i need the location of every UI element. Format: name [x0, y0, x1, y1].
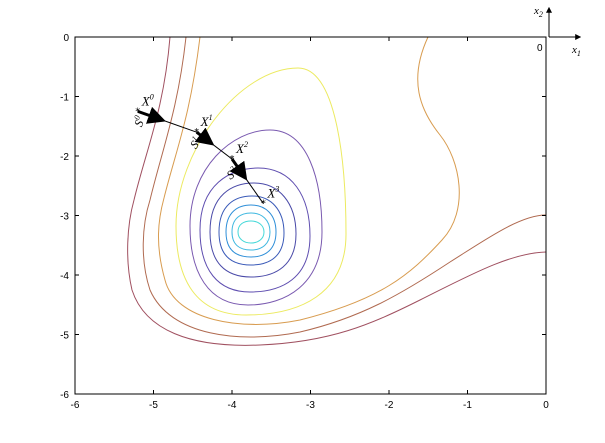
contour-lines: [127, 36, 547, 346]
x-tick-label: -4: [228, 400, 237, 411]
contour-level-8: [175, 67, 347, 316]
path-point-label: X3: [266, 185, 279, 201]
x-tick-label: -6: [71, 400, 80, 411]
y-tick-label: -5: [60, 331, 69, 342]
contour-level-7: [189, 129, 323, 306]
x-tick-label: -5: [149, 400, 158, 411]
path-point-marker: *: [135, 106, 140, 117]
contour-level-4: [218, 195, 285, 266]
contour-level-9: [158, 36, 460, 325]
y-axis: 0 -1 -2 -3 -4 -5 -6: [60, 33, 546, 401]
inset-x-label: x1: [571, 44, 581, 58]
inset-axes: 0 x1 x2: [533, 5, 582, 58]
path-point-marker: *: [230, 154, 235, 165]
y-tick-label: -6: [60, 390, 69, 401]
contour-level-5: [209, 182, 297, 278]
path-point-marker: *: [194, 127, 199, 138]
contour-level-6: [199, 167, 311, 293]
direction-label: S0: [130, 114, 147, 128]
path-point-marker: *: [261, 199, 266, 210]
contour-level-11: [127, 36, 547, 346]
x-tick-label: -3: [306, 400, 315, 411]
x-tick-label: -2: [385, 400, 394, 411]
inset-y-label: x2: [533, 5, 543, 19]
x-tick-label: 0: [543, 400, 549, 411]
contour-level-2: [231, 212, 271, 251]
y-tick-label: -1: [60, 93, 69, 104]
direction-arrow: [229, 158, 248, 181]
contour-level-1: [237, 220, 265, 244]
inset-origin-label: 0: [537, 43, 543, 54]
path-point-label: X2: [235, 140, 248, 156]
path-point-label: X1: [200, 113, 213, 129]
y-tick-label: -2: [60, 152, 69, 163]
contour-level-10: [142, 36, 547, 338]
direction-arrow: [194, 127, 215, 146]
x-tick-label: -1: [463, 400, 472, 411]
y-tick-label: 0: [63, 33, 69, 44]
y-tick-label: -4: [60, 271, 69, 282]
contour-level-3: [225, 204, 277, 258]
x-axis: -6 -5 -4 -3 -2 -1 0: [71, 37, 549, 411]
path-point-label: X0: [141, 92, 154, 108]
direction-arrow: [137, 106, 166, 124]
y-tick-label: -3: [60, 212, 69, 223]
